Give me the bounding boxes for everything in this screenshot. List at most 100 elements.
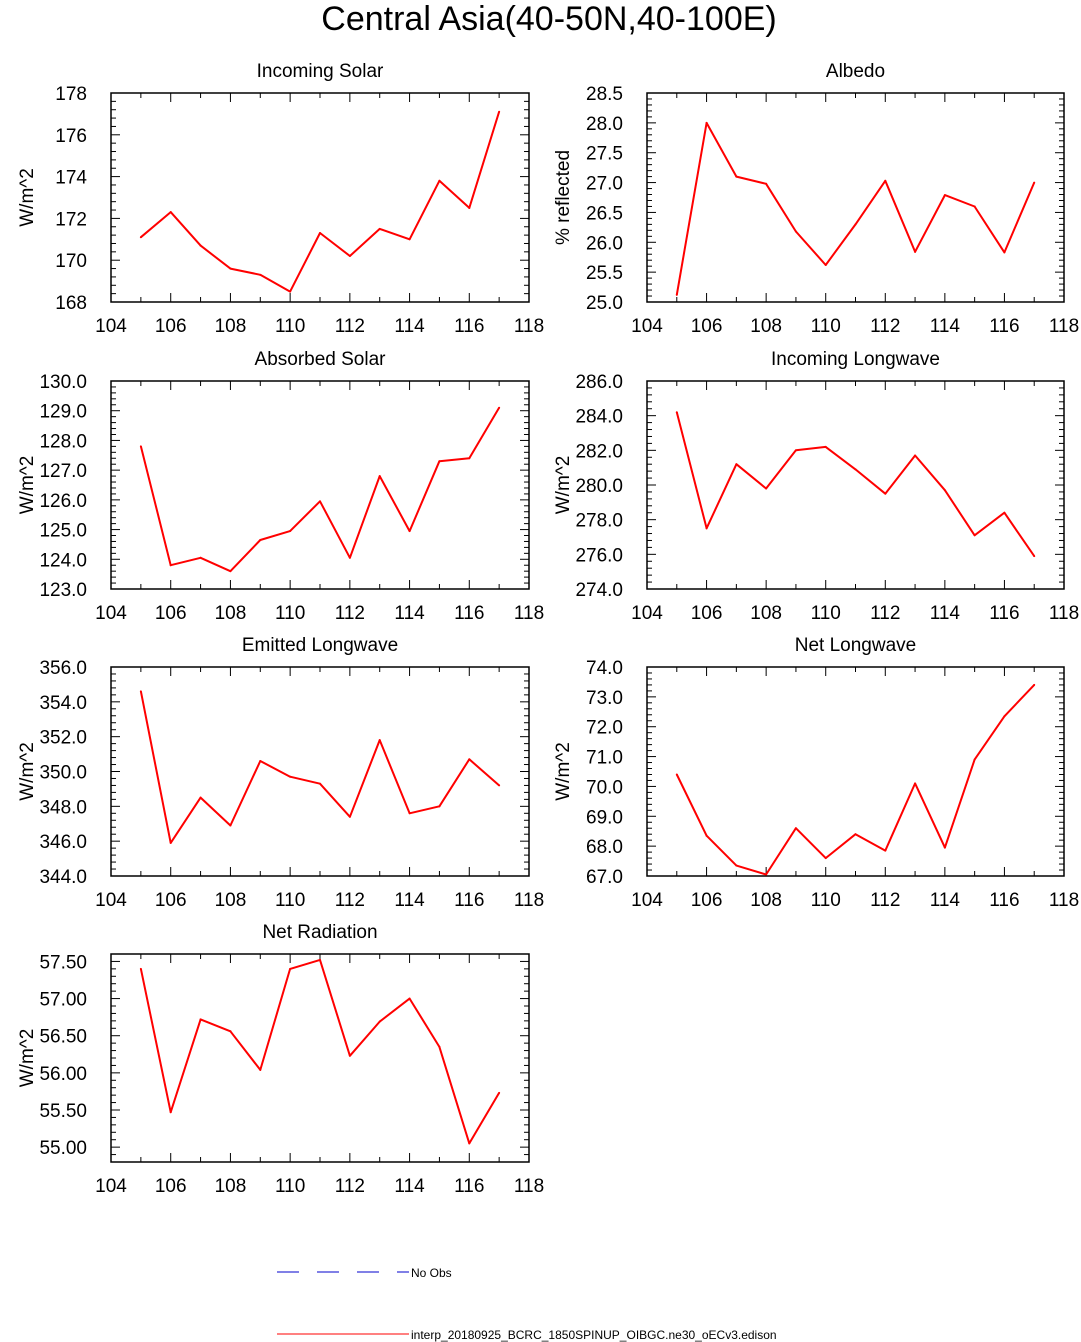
data-point xyxy=(259,760,262,763)
data-point xyxy=(943,194,946,197)
plot-frame xyxy=(646,666,1065,877)
y-tick-label: 126.0 xyxy=(39,491,87,512)
data-point xyxy=(139,445,142,448)
data-point xyxy=(259,538,262,541)
x-tick-label: 106 xyxy=(691,316,723,337)
y-tick-label: 280.0 xyxy=(575,476,623,497)
series-line xyxy=(675,684,1035,876)
y-tick-label: 130.0 xyxy=(39,372,87,393)
data-point xyxy=(199,556,202,559)
x-tick-label: 104 xyxy=(95,890,127,911)
x-tick-label: 108 xyxy=(215,1176,247,1197)
y-tick-label: 27.0 xyxy=(586,174,623,195)
y-tick-label: 124.0 xyxy=(39,550,87,571)
x-tick-label: 110 xyxy=(275,603,305,624)
data-point xyxy=(973,205,976,208)
data-point xyxy=(408,997,411,1000)
y-tick-label: 178 xyxy=(55,84,87,105)
y-tick-label: 344.0 xyxy=(39,867,87,888)
data-point xyxy=(824,857,827,860)
x-tick-label: 114 xyxy=(394,890,425,911)
data-point xyxy=(199,796,202,799)
series-line xyxy=(675,411,1036,557)
x-tick-label: 106 xyxy=(155,603,187,624)
data-point xyxy=(884,492,887,495)
y-tick-label: 286.0 xyxy=(575,372,623,393)
y-axis-label: W/m^2 xyxy=(553,742,574,801)
data-point xyxy=(1003,715,1006,718)
x-tick-label: 106 xyxy=(155,316,187,337)
data-point xyxy=(319,500,321,503)
data-point xyxy=(289,967,292,970)
data-point xyxy=(199,1018,202,1021)
data-point xyxy=(973,758,976,761)
panel-title: Net Radiation xyxy=(262,922,377,943)
series-line xyxy=(139,407,500,573)
x-tick-label: 112 xyxy=(870,603,900,624)
data-point xyxy=(378,739,381,742)
y-tick-label: 348.0 xyxy=(39,797,87,818)
data-point xyxy=(229,1030,232,1033)
y-tick-label: 26.0 xyxy=(586,233,623,254)
data-point xyxy=(348,1054,351,1057)
data-point xyxy=(914,454,917,457)
data-point xyxy=(348,556,351,559)
data-point xyxy=(169,841,172,844)
data-point xyxy=(824,445,827,448)
y-tick-label: 25.0 xyxy=(586,293,623,314)
y-axis-label: W/m^2 xyxy=(17,168,38,227)
y-tick-label: 70.0 xyxy=(586,777,623,798)
data-point xyxy=(139,236,142,239)
data-point xyxy=(1033,181,1036,184)
y-tick-label: 68.0 xyxy=(586,837,623,858)
x-tick-label: 112 xyxy=(335,316,365,337)
y-tick-label: 176 xyxy=(55,126,87,147)
x-tick-label: 118 xyxy=(1049,603,1079,624)
y-tick-label: 168 xyxy=(55,293,87,314)
x-tick-label: 116 xyxy=(989,316,1019,337)
legend: No Obs interp_20180925_BCRC_1850SPINUP_O… xyxy=(277,1266,777,1342)
x-tick-label: 118 xyxy=(514,316,544,337)
data-point xyxy=(498,1091,501,1094)
x-tick-label: 118 xyxy=(514,1176,544,1197)
data-point xyxy=(1033,683,1036,686)
y-tick-label: 55.50 xyxy=(39,1101,87,1122)
x-tick-label: 118 xyxy=(514,603,544,624)
y-tick-label: 25.5 xyxy=(586,263,623,284)
data-point xyxy=(675,293,678,296)
data-point xyxy=(705,834,708,837)
plot-frame xyxy=(646,380,1065,590)
chart-panel-5: Emitted Longwave W/m^2 104 106 108 110 112 114 1… xyxy=(17,635,544,911)
data-point xyxy=(854,833,857,836)
series-line xyxy=(139,958,500,1145)
plot-frame xyxy=(110,92,530,303)
data-point xyxy=(1003,251,1006,254)
x-tick-label: 104 xyxy=(631,316,663,337)
data-point xyxy=(468,758,471,761)
data-point xyxy=(765,873,768,876)
data-point xyxy=(229,824,232,827)
data-point xyxy=(914,250,917,253)
data-point xyxy=(735,175,738,178)
y-tick-label: 170 xyxy=(55,251,87,272)
x-tick-label: 114 xyxy=(930,316,961,337)
data-point xyxy=(408,238,411,241)
data-point xyxy=(943,489,946,492)
y-tick-label: 172 xyxy=(55,209,87,230)
data-point xyxy=(289,530,292,533)
y-tick-label: 56.00 xyxy=(39,1064,87,1085)
data-point xyxy=(765,487,768,490)
x-tick-label: 104 xyxy=(631,890,663,911)
x-tick-label: 106 xyxy=(155,890,187,911)
x-tick-label: 114 xyxy=(394,1176,425,1197)
data-point xyxy=(348,815,351,818)
data-point xyxy=(794,230,797,233)
panel-title: Net Longwave xyxy=(795,635,916,656)
y-tick-label: 72.0 xyxy=(586,718,623,739)
x-tick-label: 108 xyxy=(750,316,782,337)
chart-panel-6: Net Longwave W/m^2 104 106 108 110 112 114 116 11… xyxy=(553,635,1079,911)
data-point xyxy=(319,782,321,785)
x-tick-label: 112 xyxy=(870,890,900,911)
chart-panel-4: Incoming Longwave W/m^2 104 106 108 110 112 114… xyxy=(553,349,1079,624)
x-tick-label: 110 xyxy=(275,890,305,911)
